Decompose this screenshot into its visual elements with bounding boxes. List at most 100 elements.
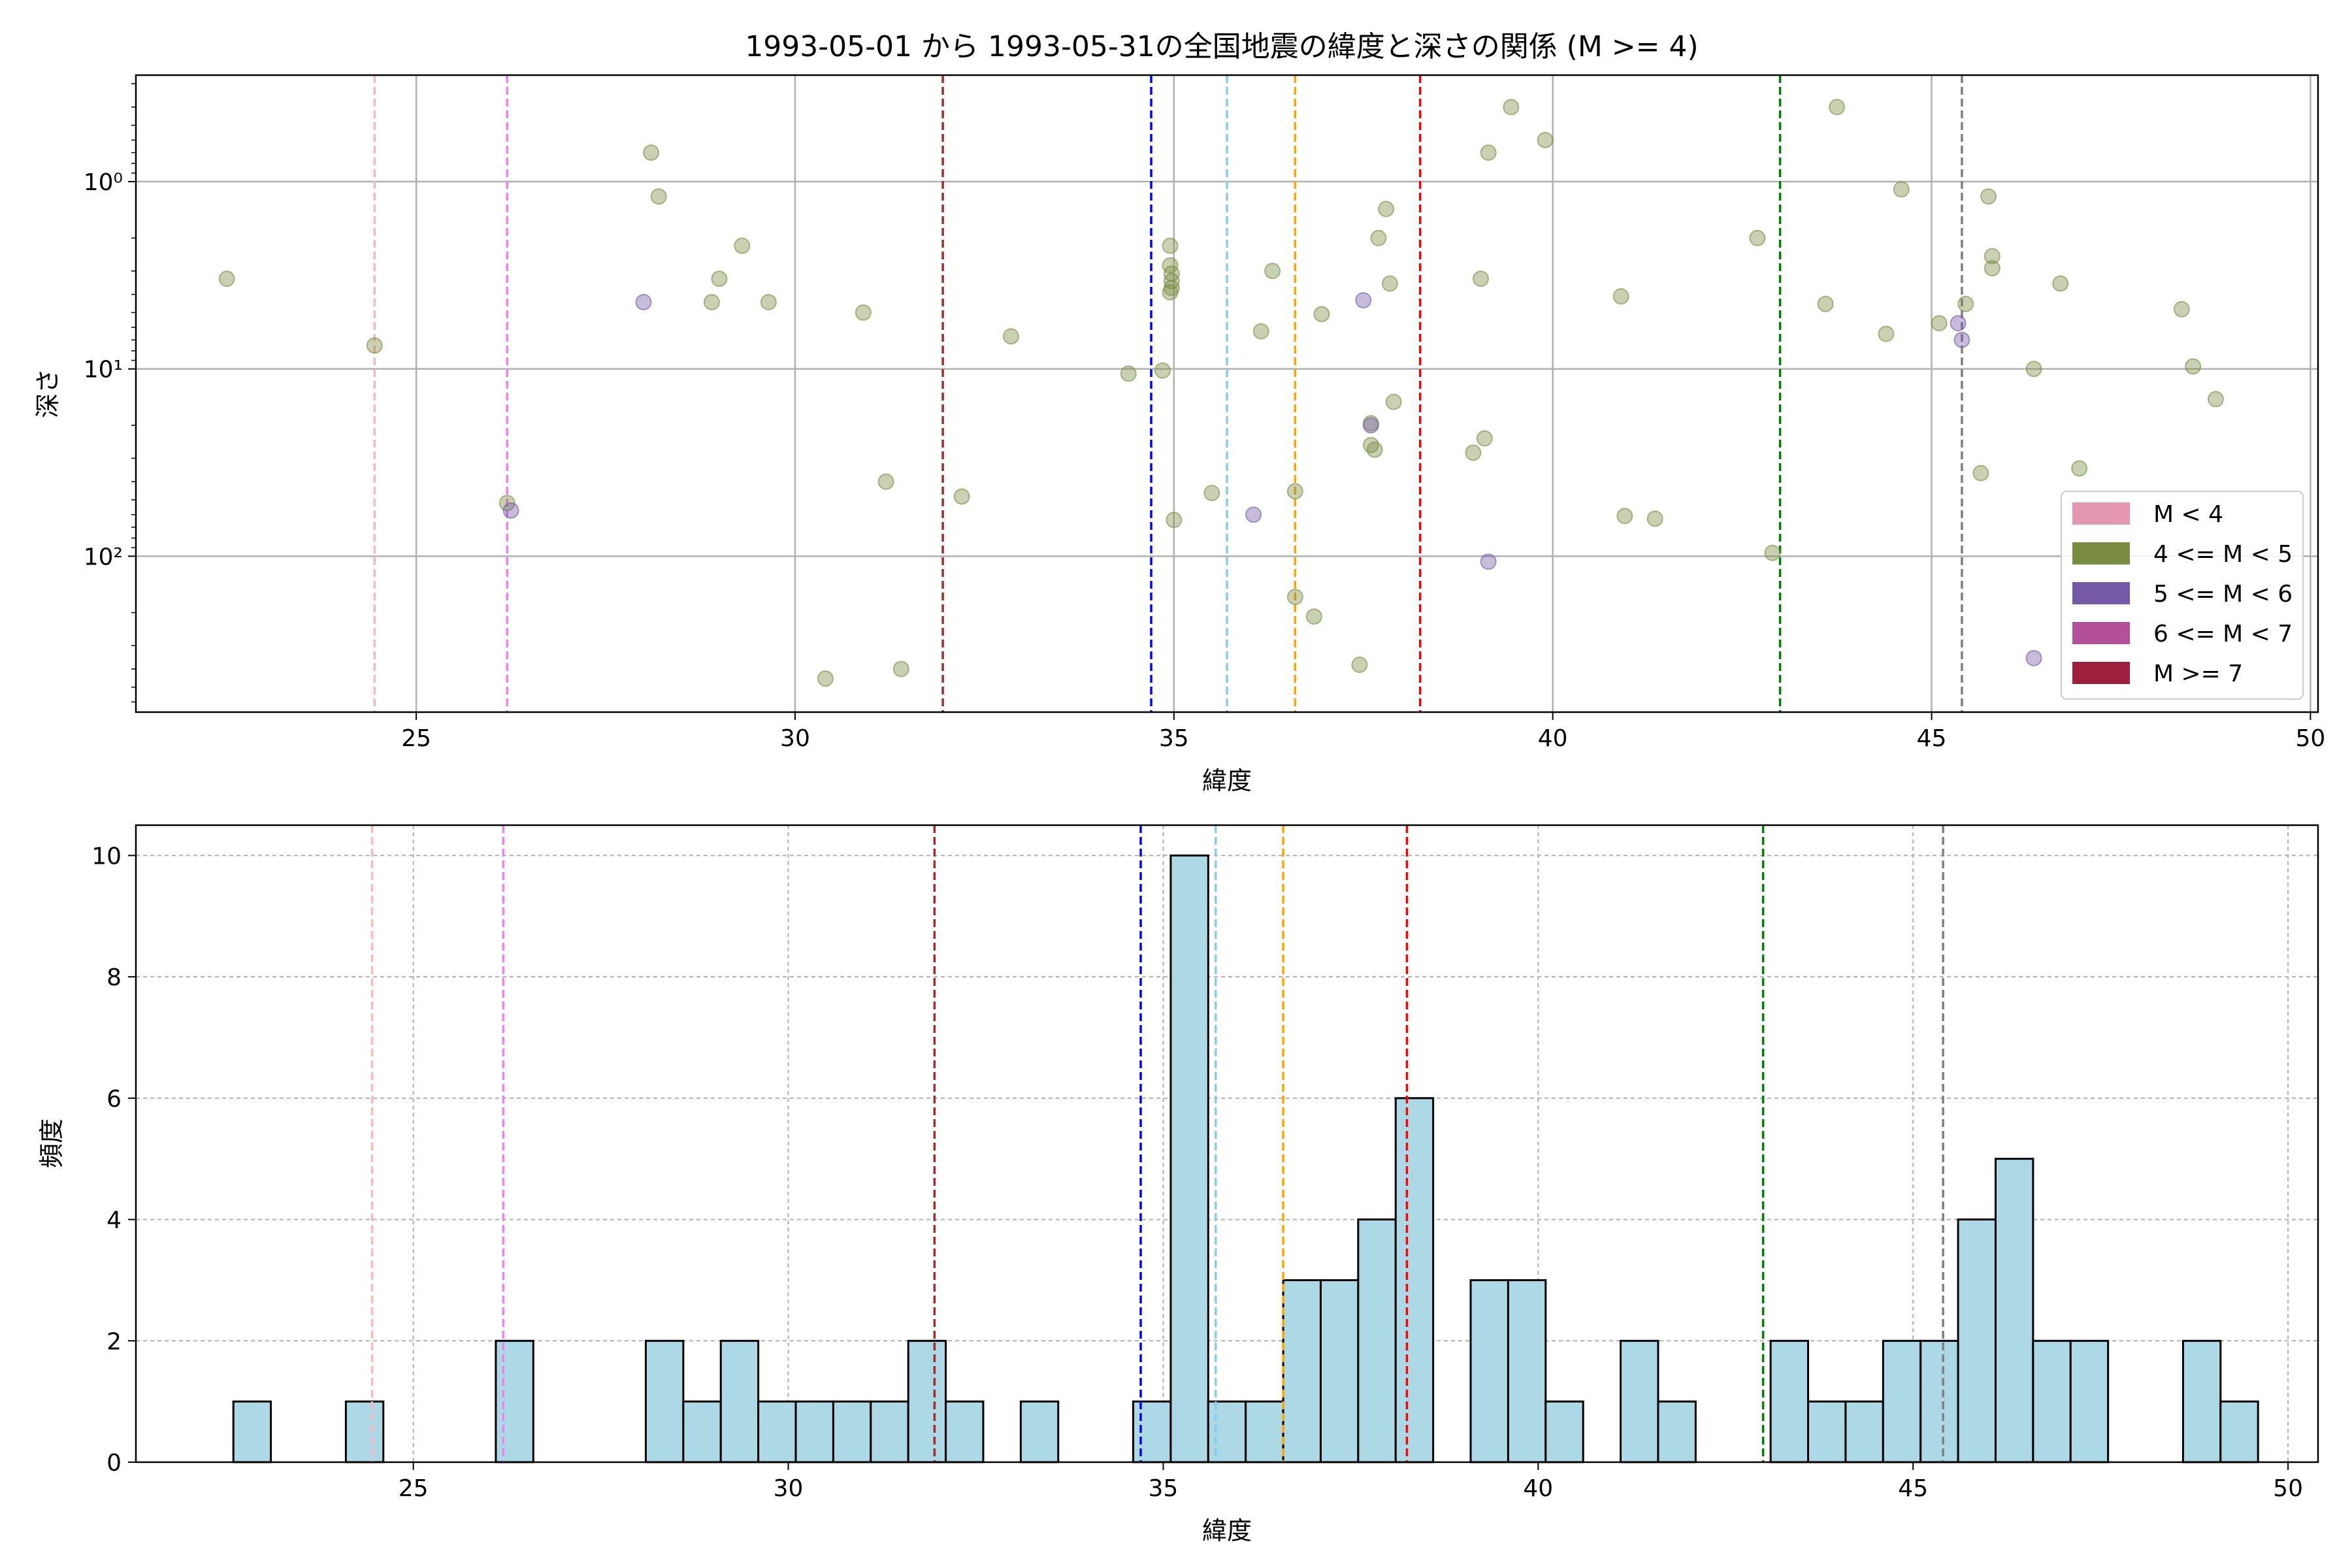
legend-swatch xyxy=(2072,502,2130,525)
scatter-point xyxy=(1878,325,1895,342)
scatter-point xyxy=(1351,657,1368,674)
scatter-xtick-label: 35 xyxy=(1159,725,1189,752)
scatter-point xyxy=(1162,284,1179,301)
histogram-bar xyxy=(719,1339,760,1463)
scatter-point xyxy=(502,502,519,519)
histogram-bar xyxy=(1357,1218,1397,1463)
hist-bars xyxy=(232,854,2259,1463)
scatter-point xyxy=(1953,331,1970,348)
scatter-point xyxy=(953,488,970,505)
scatter-point xyxy=(1120,365,1137,382)
scatter-point xyxy=(498,495,515,512)
histogram-bar xyxy=(2219,1400,2259,1463)
scatter-point xyxy=(1893,181,1910,198)
hist-ytick-label: 4 xyxy=(106,1207,122,1234)
histogram-bar xyxy=(2181,1339,2222,1463)
hist-xtick-label: 40 xyxy=(1523,1475,1553,1502)
scatter-point xyxy=(1264,263,1281,280)
scatter-point xyxy=(1465,444,1482,461)
hist-ytick-label: 6 xyxy=(106,1086,122,1113)
scatter-point xyxy=(703,293,720,310)
scatter-point xyxy=(1154,362,1171,379)
legend-swatch xyxy=(2072,582,2130,604)
scatter-point xyxy=(892,661,909,678)
scatter-panel: 25 30 35 40 45 50 10⁰ 10¹ 10² 緯度 深さ M < 4 4 <= M… xyxy=(33,74,2325,795)
scatter-point xyxy=(1362,417,1379,434)
scatter-point xyxy=(1984,260,2001,277)
scatter-point xyxy=(1950,315,1967,332)
scatter-point xyxy=(711,270,728,287)
hist-y-label: 頻度 xyxy=(37,1119,66,1168)
histogram-bar xyxy=(1169,854,1209,1463)
histogram-bar xyxy=(1919,1339,1959,1463)
scatter-point xyxy=(1972,465,1989,482)
scatter-point xyxy=(1817,295,1834,312)
histogram-panel: 25 30 35 40 45 50 0 2 4 6 8 10 緯度 頻度 xyxy=(37,824,2319,1545)
scatter-point xyxy=(2173,301,2190,318)
scatter-point xyxy=(734,237,751,254)
legend-swatch xyxy=(2072,542,2130,564)
scatter-point xyxy=(1616,508,1633,525)
histogram-bar xyxy=(832,1400,872,1463)
scatter-point xyxy=(218,270,235,287)
legend-swatch xyxy=(2072,662,2130,684)
scatter-xtick-label: 45 xyxy=(1917,725,1947,752)
scatter-point xyxy=(1370,229,1387,246)
histogram-bar xyxy=(1957,1218,1997,1463)
scatter-point xyxy=(1829,99,1846,116)
scatter-ytick-label: 10¹ xyxy=(84,357,123,384)
histogram-bar xyxy=(1620,1339,1659,1463)
scatter-point xyxy=(1252,323,1269,340)
histogram-bar xyxy=(1469,1279,1509,1463)
histogram-bar xyxy=(2032,1339,2072,1463)
scatter-point xyxy=(1503,99,1520,116)
scatter-point xyxy=(817,670,834,687)
histogram-bar xyxy=(870,1400,909,1463)
hist-ytick-label: 10 xyxy=(91,843,122,870)
histogram-bar xyxy=(1544,1400,1584,1463)
scatter-ytick-label: 10⁰ xyxy=(84,169,123,196)
legend: M < 4 4 <= M < 5 5 <= M < 6 6 <= M < 7 M >= … xyxy=(2061,491,2304,700)
hist-x-label: 緯度 xyxy=(1202,1516,1252,1545)
scatter-points xyxy=(218,99,2224,687)
scatter-point xyxy=(1166,512,1183,529)
scatter-point xyxy=(1203,485,1220,502)
hist-xtick-label: 50 xyxy=(2273,1475,2303,1502)
histogram-bar xyxy=(1394,1097,1435,1463)
scatter-point xyxy=(1378,201,1395,218)
scatter-point xyxy=(760,293,777,310)
scatter-point xyxy=(1476,430,1493,447)
legend-label: M >= 7 xyxy=(2153,661,2243,687)
scatter-point xyxy=(1764,544,1781,561)
scatter-point xyxy=(1286,483,1303,500)
scatter-point xyxy=(2185,358,2202,375)
scatter-xtick-label: 40 xyxy=(1538,725,1568,752)
scatter-ytick-label: 10² xyxy=(84,544,123,570)
scatter-x-label: 緯度 xyxy=(1202,766,1252,795)
hist-ytick-label: 0 xyxy=(106,1450,122,1477)
scatter-point xyxy=(1002,328,1019,345)
histogram-bar xyxy=(1282,1279,1322,1463)
scatter-xticks: 25 30 35 40 45 50 xyxy=(401,712,2325,752)
scatter-vlines xyxy=(373,75,1963,712)
scatter-xtick-label: 50 xyxy=(2295,725,2325,752)
histogram-bar xyxy=(945,1400,985,1463)
scatter-point xyxy=(1646,510,1663,527)
hist-xtick-label: 35 xyxy=(1149,1475,1179,1502)
scatter-point xyxy=(635,293,652,310)
scatter-point xyxy=(2207,391,2224,408)
scatter-point xyxy=(1286,589,1303,606)
scatter-point xyxy=(2025,361,2042,378)
scatter-point xyxy=(1385,393,1402,410)
histogram-bar xyxy=(907,1339,947,1463)
scatter-point xyxy=(2052,275,2069,292)
scatter-yticks: 10⁰ 10¹ 10² xyxy=(84,83,136,703)
scatter-point xyxy=(1612,288,1629,305)
legend-label: 6 <= M < 7 xyxy=(2153,621,2293,647)
scatter-point xyxy=(2025,649,2042,666)
hist-ytick-label: 8 xyxy=(106,964,122,991)
hist-xtick-label: 45 xyxy=(1898,1475,1928,1502)
hist-ytick-label: 2 xyxy=(106,1328,122,1355)
histogram-bar xyxy=(1245,1400,1284,1463)
